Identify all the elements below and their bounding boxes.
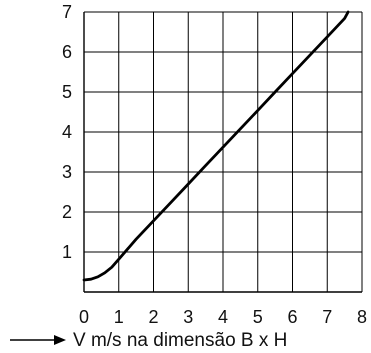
x-tick-label: 5: [253, 307, 263, 327]
y-tick-label: 5: [62, 82, 72, 102]
x-tick-label: 3: [183, 307, 193, 327]
x-tick-label: 2: [148, 307, 158, 327]
y-tick-label: 6: [62, 42, 72, 62]
x-tick-label: 8: [357, 307, 367, 327]
y-axis-ticks: 1 2 3 4 5 6 7: [62, 2, 72, 262]
y-tick-label: 7: [62, 2, 72, 22]
x-tick-label: 1: [114, 307, 124, 327]
y-tick-label: 1: [62, 242, 72, 262]
x-tick-label: 0: [79, 307, 89, 327]
x-tick-label: 6: [287, 307, 297, 327]
x-tick-label: 7: [322, 307, 332, 327]
x-axis-arrow-icon: [54, 335, 66, 345]
y-tick-label: 3: [62, 162, 72, 182]
x-axis-label-group: V m/s na dimensão B x H: [10, 330, 287, 351]
x-tick-label: 4: [218, 307, 228, 327]
x-axis-ticks: 0 1 2 3 4 5 6 7 8: [79, 307, 367, 327]
x-axis-label: V m/s na dimensão B x H: [73, 330, 287, 351]
y-tick-label: 4: [62, 122, 72, 142]
y-tick-label: 2: [62, 202, 72, 222]
